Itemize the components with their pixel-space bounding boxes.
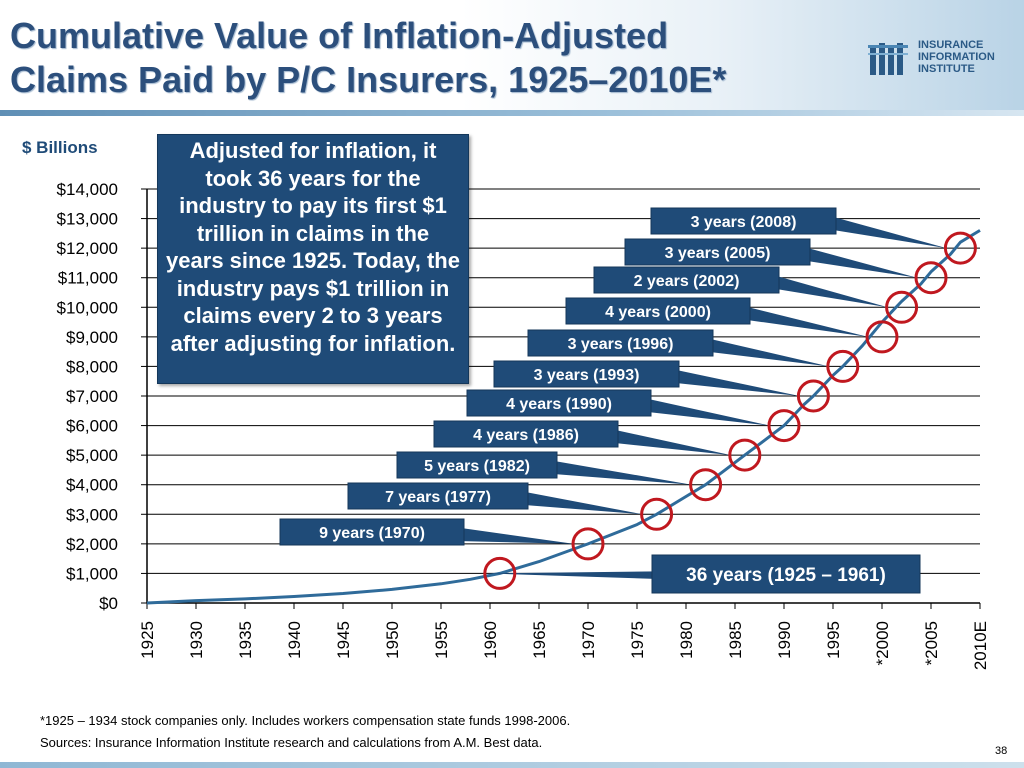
logo-line-1: INSURANCE [918,39,984,51]
x-tick-label: 1955 [432,621,451,659]
milestone-label: 2 years (2002) [634,273,740,290]
milestone-circle [943,231,977,265]
milestone-circle [796,379,830,413]
milestone-circle [571,527,605,561]
milestone-pointer [834,217,947,249]
sources-note: Sources: Insurance Information Institute… [40,735,543,750]
milestone-label-box [650,207,837,235]
milestone-label: 7 years (1977) [385,489,491,506]
slide-number: 38 [995,745,1008,757]
y-tick-label: $1,000 [66,564,118,583]
x-tick-label: 1950 [383,621,402,659]
milestone-pointer [555,461,692,485]
x-tick-label: 1970 [579,621,598,659]
slide-title-line-2: Claims Paid by P/C Insurers, 1925–2010E* [10,59,727,100]
milestone-circle [885,290,919,324]
milestone-pointer [711,339,829,367]
y-tick-label: $5,000 [66,446,118,465]
milestone-label: 5 years (1982) [424,458,530,475]
milestone-pointer [677,370,800,396]
milestone-circle [767,409,801,443]
milestone-label-box [493,360,680,388]
logo-line-3: INSTITUTE [918,63,975,75]
y-tick-label: $12,000 [57,239,118,258]
milestone-circle [914,261,948,295]
milestone-label-box [347,482,529,510]
milestone-label: 4 years (1990) [506,396,612,413]
milestone-circle [640,497,674,531]
milestone-pointer [808,248,917,278]
milestone-label-box [624,238,811,266]
x-tick-label: 1945 [334,621,353,659]
y-tick-label: $9,000 [66,328,118,347]
y-tick-label: $6,000 [66,417,118,436]
claims-series-line [146,229,981,605]
milestone-label-box [396,451,558,479]
milestone-label: 9 years (1970) [319,525,425,542]
milestone-pointer [777,276,888,308]
x-tick-label: 1930 [187,621,206,659]
y-tick-label: $14,000 [57,180,118,199]
x-tick-label: 1985 [726,621,745,659]
y-tick-label: $7,000 [66,387,118,406]
milestone-label-box [279,518,465,546]
iii-logo-text: INSURANCE INFORMATION INSTITUTE [918,39,1018,75]
y-tick-label: $8,000 [66,357,118,376]
x-tick-label: 1925 [138,621,157,659]
milestone-circle [483,556,517,590]
x-tick-label: 1965 [530,621,549,659]
milestone-label: 3 years (2005) [665,245,771,262]
milestone-circle [689,468,723,502]
y-tick-label: $13,000 [57,210,118,229]
x-tick-label: 1935 [236,621,255,659]
milestone-label: 3 years (1996) [568,336,674,353]
y-tick-label: $10,000 [57,298,118,317]
footer-bar [0,762,1024,768]
milestone-label: 3 years (2008) [691,214,797,231]
milestone-circle [826,349,860,383]
milestone-label: 4 years (1986) [473,427,579,444]
y-tick-label: $0 [99,594,118,613]
y-tick-label: $11,000 [58,269,118,288]
x-tick-label: 1940 [285,621,304,659]
milestone-pointer [748,307,868,337]
milestone-pointer [462,528,574,544]
y-axis-unit-label: $ Billions [22,138,98,157]
milestone-pointer [616,430,731,456]
milestone-label-box [527,329,714,357]
x-tick-label: 1960 [481,621,500,659]
footnote: *1925 – 1934 stock companies only. Inclu… [40,713,571,728]
x-tick-label: 1980 [677,621,696,659]
milestone-label-box [651,554,921,594]
x-tick-label: *2005 [922,621,941,665]
x-tick-label: *2000 [873,621,892,665]
header-divider [0,110,1024,116]
y-tick-label: $4,000 [66,476,118,495]
slide-header: Cumulative Value of Inflation-Adjusted C… [0,0,1024,116]
milestone-label: 4 years (2000) [605,304,711,321]
x-tick-label: 1975 [628,621,647,659]
y-tick-label: $3,000 [66,505,118,524]
iii-logo-mark-icon [868,43,908,75]
milestone-label: 3 years (1993) [534,367,640,384]
slide-title: Cumulative Value of Inflation-Adjusted C… [10,14,830,102]
milestone-label-box [433,420,619,448]
milestone-label-box [593,266,780,294]
milestone-pointer [649,399,770,426]
milestone-label-box [466,389,652,417]
slide-title-line-1: Cumulative Value of Inflation-Adjusted [10,15,669,56]
milestone-circle [865,320,899,354]
y-tick-label: $2,000 [66,535,118,554]
milestone-label-box [565,297,751,325]
logo-line-2: INFORMATION [918,51,995,63]
x-tick-label: 1990 [775,621,794,659]
x-tick-label: 2010E [971,621,990,670]
inflation-callout-box: Adjusted for inflation, it took 36 years… [157,134,469,384]
milestone-pointer [526,492,643,515]
milestone-circle [728,438,762,472]
milestone-label: 36 years (1925 – 1961) [686,565,886,586]
x-tick-label: 1995 [824,621,843,659]
iii-logo: INSURANCE INFORMATION INSTITUTE [868,37,1018,79]
